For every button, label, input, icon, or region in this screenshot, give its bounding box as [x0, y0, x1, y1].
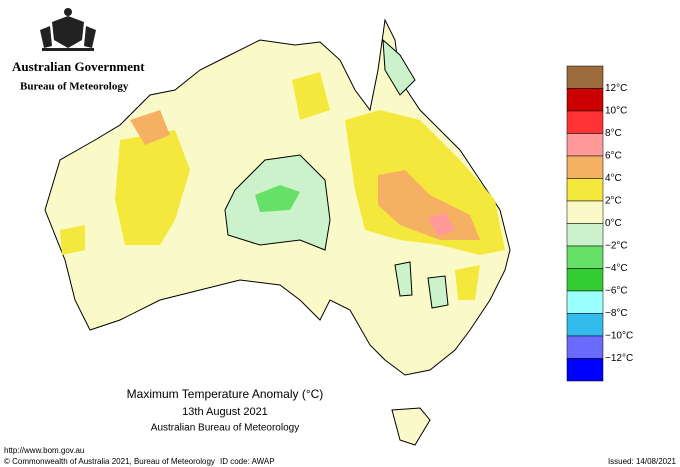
footer-id-code: ID code: AWAP	[220, 457, 275, 466]
legend-swatch	[566, 245, 604, 269]
legend-label: 2°C	[605, 196, 622, 207]
legend-swatch	[566, 65, 604, 89]
footer-copyright: © Commonwealth of Australia 2021, Bureau…	[4, 457, 215, 466]
legend-swatch	[566, 110, 604, 134]
map-source: Australian Bureau of Meteorology	[151, 423, 299, 434]
legend-swatch	[566, 290, 604, 314]
agency-name: Bureau of Meteorology	[20, 81, 129, 93]
australia-map	[44, 18, 511, 446]
legend-label: 6°C	[605, 151, 622, 162]
crest	[40, 8, 96, 51]
legend-swatch	[566, 268, 604, 292]
legend-swatch	[566, 358, 604, 382]
footer-url: http://www.bom.gov.au	[4, 446, 84, 455]
legend-label: 4°C	[605, 173, 622, 184]
legend-label: −6°C	[605, 286, 628, 297]
map-date: 13th August 2021	[182, 406, 268, 418]
legend-swatch	[566, 313, 604, 337]
legend-label: 12°C	[605, 83, 627, 94]
legend-swatch	[566, 155, 604, 179]
legend-label: −4°C	[605, 263, 628, 274]
footer-issued: Issued: 14/08/2021	[608, 457, 677, 466]
legend-swatch	[566, 178, 604, 202]
legend-label: −12°C	[605, 353, 633, 364]
legend-label: −8°C	[605, 308, 628, 319]
government-name: Australian Government	[12, 59, 145, 74]
legend-swatch	[566, 133, 604, 157]
legend-label: −2°C	[605, 241, 628, 252]
legend-label: 10°C	[605, 106, 627, 117]
legend-swatch	[566, 200, 604, 224]
legend: 12°C 10°C 8°C 6°C 4°C 2°C 0°C −2°C −4°C −6°C −8°C −…	[566, 65, 633, 382]
legend-label: −10°C	[605, 331, 633, 342]
legend-swatch	[566, 88, 604, 112]
legend-label: 8°C	[605, 128, 622, 139]
legend-label: 0°C	[605, 218, 622, 229]
legend-swatch	[566, 223, 604, 247]
map-title: Maximum Temperature Anomaly (°C)	[127, 387, 324, 401]
legend-swatch	[566, 335, 604, 359]
